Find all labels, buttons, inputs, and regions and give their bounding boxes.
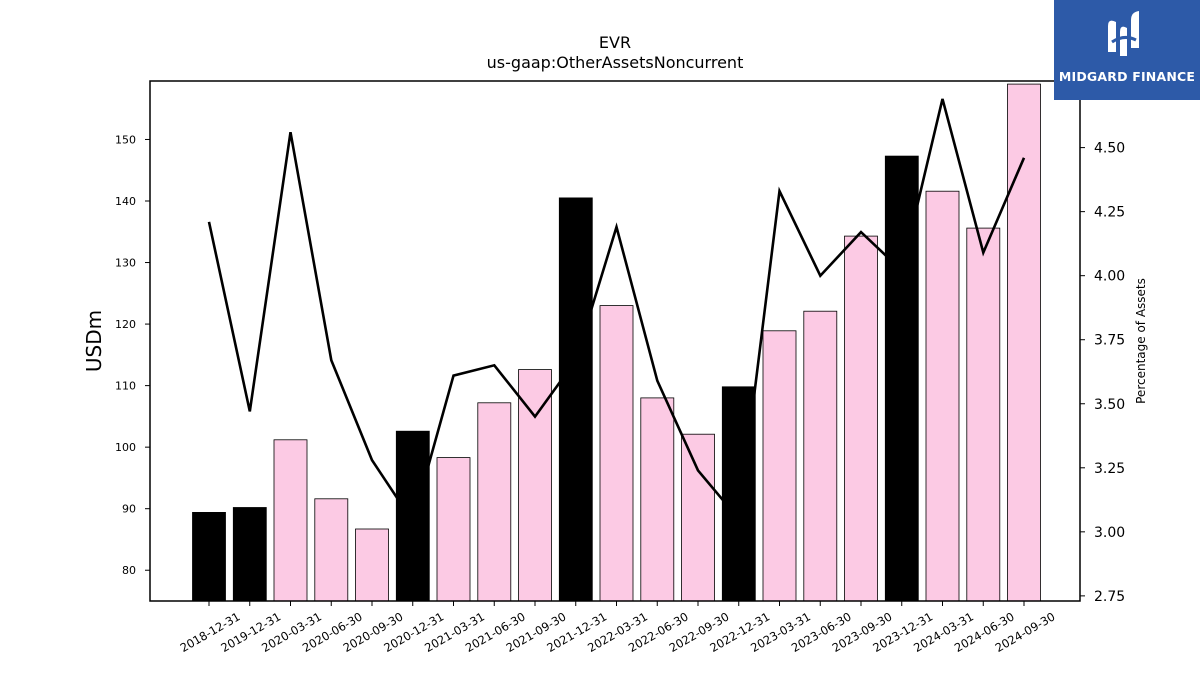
plot-frame xyxy=(149,80,1081,602)
line-series xyxy=(207,98,1026,525)
bar xyxy=(436,457,471,602)
y-tick-label: 110 xyxy=(115,380,136,393)
y-right-tick-label: 3.75 xyxy=(1094,333,1125,349)
y-right-tick-label: 3.00 xyxy=(1094,525,1125,541)
percentage-line xyxy=(207,98,1026,525)
bar-series xyxy=(192,83,1041,602)
brand-logo: MIDGARD FINANCE xyxy=(1054,0,1200,100)
bar xyxy=(844,235,878,602)
bar xyxy=(314,498,349,602)
bar xyxy=(192,512,226,602)
y-tick-label: 120 xyxy=(115,318,136,331)
bar xyxy=(803,310,838,602)
bar xyxy=(558,197,593,602)
midgard-m-logo-icon xyxy=(1108,11,1139,56)
bar xyxy=(273,439,308,602)
y-tick-label: 150 xyxy=(115,133,136,146)
chart-subtitle: us-gaap:OtherAssetsNoncurrent xyxy=(487,53,744,72)
bar xyxy=(681,433,715,602)
bar xyxy=(925,190,960,602)
bar xyxy=(966,227,1001,602)
bar xyxy=(355,528,389,602)
y-right-tick-label: 4.50 xyxy=(1094,141,1125,157)
bar xyxy=(232,507,267,602)
y-tick-label: 80 xyxy=(122,564,136,577)
y-tick-label: 90 xyxy=(122,503,136,516)
brand-name: MIDGARD FINANCE xyxy=(1058,69,1196,84)
y-axis-right-label: Percentage of Assets xyxy=(1134,278,1148,404)
bar xyxy=(518,369,552,602)
bar xyxy=(599,305,634,602)
y-right-tick-label: 2.75 xyxy=(1094,589,1125,605)
bar xyxy=(762,330,797,602)
y-tick-label: 140 xyxy=(115,195,136,208)
bar xyxy=(477,402,512,602)
y-right-tick-label: 3.50 xyxy=(1094,397,1125,413)
bar xyxy=(395,430,430,602)
bar xyxy=(640,397,675,602)
chart-title: EVR xyxy=(599,33,631,52)
y-tick-label: 130 xyxy=(115,257,136,270)
bar xyxy=(884,155,919,602)
y-axis-label: USDm xyxy=(82,310,106,372)
y-right-tick-label: 3.25 xyxy=(1094,461,1125,477)
y-right-tick-label: 4.25 xyxy=(1094,205,1125,221)
y-tick-label: 100 xyxy=(115,441,136,454)
bar xyxy=(1007,83,1041,602)
y-right-tick-label: 4.00 xyxy=(1094,269,1125,285)
